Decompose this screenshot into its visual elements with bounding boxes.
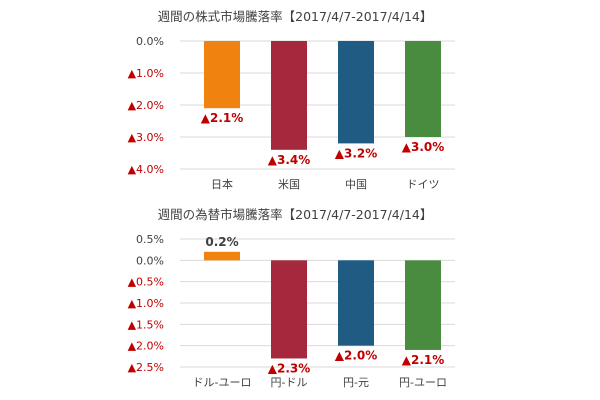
y-tick-label: ▲3.0% [128,131,164,144]
chart-title: 週間の為替市場騰落率【2017/4/7-2017/4/14】 [158,207,433,222]
category-label: 日本 [211,177,233,191]
data-labels: 0.2% ▲2.3% ▲2.0% ▲2.1% [205,235,444,376]
data-label: ▲3.4% [268,153,311,167]
y-tick-label: 0.0% [136,254,164,267]
category-label: 中国 [345,178,367,191]
y-axis-ticks: 0.5% 0.0% ▲0.5% ▲1.0% ▲1.5% ▲2.0% ▲2.5% [128,233,164,374]
bar [405,260,441,350]
y-tick-label: ▲2.0% [128,340,164,353]
data-label: ▲2.1% [402,353,445,367]
category-label: ドイツ [407,178,440,191]
bars [204,251,441,359]
y-tick-label: ▲1.0% [128,297,164,310]
data-label: 0.2% [205,235,238,249]
y-tick-label: ▲2.5% [128,361,164,374]
category-label: 円-ドル [271,376,308,389]
bar [204,41,240,109]
bar [204,251,240,261]
stock-market-chart: 週間の株式市場騰落率【2017/4/7-2017/4/14】 0.0% ▲1.0%… [128,9,455,191]
data-label: ▲2.0% [335,349,378,363]
bar [338,41,374,144]
y-tick-label: ▲2.0% [128,99,164,112]
y-tick-label: 0.5% [136,233,164,246]
bar [338,260,374,346]
category-label: 米国 [278,178,300,191]
y-tick-label: ▲4.0% [128,163,164,176]
chart-title: 週間の株式市場騰落率【2017/4/7-2017/4/14】 [158,9,433,24]
y-axis-ticks: 0.0% ▲1.0% ▲2.0% ▲3.0% ▲4.0% [128,35,164,176]
fx-market-chart: 週間の為替市場騰落率【2017/4/7-2017/4/14】 0.5% 0.0% ▲… [128,207,455,389]
data-label: ▲2.1% [201,111,244,125]
y-tick-label: ▲0.5% [128,276,164,289]
bar [271,260,307,359]
data-label: ▲3.0% [402,140,445,154]
data-label: ▲2.3% [268,361,311,375]
data-labels: ▲2.1% ▲3.4% ▲3.2% ▲3.0% [201,111,445,167]
bar [405,41,441,137]
category-label: ドル-ユーロ [193,376,252,389]
bars [204,41,441,150]
y-tick-label: 0.0% [136,35,164,48]
category-label: 円-元 [343,376,369,389]
bar [271,41,307,150]
y-tick-label: ▲1.0% [128,67,164,80]
category-labels: 日本 米国 中国 ドイツ [211,177,440,191]
data-label: ▲3.2% [335,146,378,160]
category-labels: ドル-ユーロ 円-ドル 円-元 円-ユーロ [193,376,447,389]
category-label: 円-ユーロ [399,376,447,389]
y-tick-label: ▲1.5% [128,318,164,331]
